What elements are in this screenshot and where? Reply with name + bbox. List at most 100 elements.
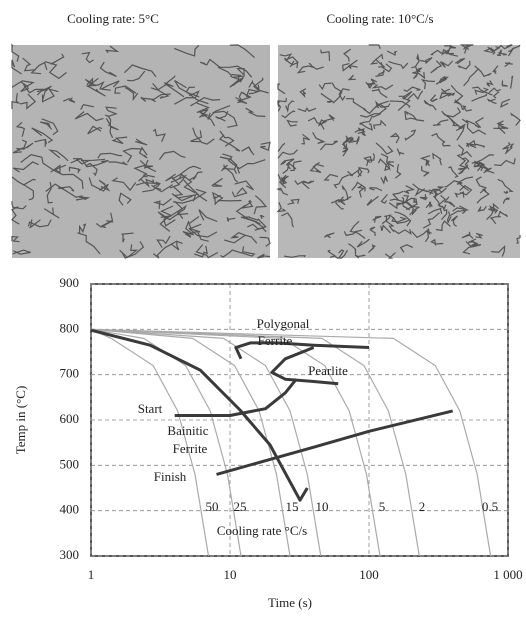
grain-boundary [20, 154, 54, 171]
grain-boundary [219, 130, 235, 147]
grain-boundary [441, 44, 452, 56]
grain-boundary [282, 161, 297, 174]
grain-boundary [170, 174, 188, 185]
grain-boundary [338, 249, 345, 259]
grain-boundary [499, 98, 511, 108]
grain-boundary [174, 44, 200, 57]
grain-boundary [198, 209, 218, 223]
grain-boundary [493, 125, 509, 130]
grain-boundary [140, 96, 155, 102]
grain-boundary [188, 171, 203, 181]
grain-boundary [403, 86, 421, 92]
grain-boundary [369, 53, 384, 65]
grain-boundary [312, 131, 326, 144]
cooling-curve [90, 328, 210, 557]
grain-boundary [468, 238, 481, 247]
grain-boundary [504, 62, 513, 68]
grain-boundary [241, 146, 255, 156]
grain-boundary [323, 173, 338, 181]
grain-boundary [465, 240, 478, 247]
grain-boundary [151, 93, 171, 103]
cooling-curve [90, 328, 242, 557]
grain-boundary [380, 224, 391, 234]
annotation: Bainitic [167, 423, 208, 438]
grain-boundary [391, 216, 408, 223]
grain-boundary [11, 235, 20, 243]
grain-boundary [492, 91, 500, 99]
grain-boundary [319, 140, 339, 151]
grain-boundary [253, 195, 268, 215]
grain-boundary [172, 186, 193, 202]
grain-boundary [459, 185, 473, 196]
grain-boundary [360, 113, 381, 118]
grain-boundary [46, 181, 53, 204]
grain-boundary [223, 164, 239, 183]
grain-boundary [301, 180, 312, 190]
grain-boundary [231, 187, 248, 198]
grain-boundary [218, 134, 241, 152]
grain-boundary [441, 107, 462, 118]
cooling-curve [90, 328, 492, 557]
grain-boundary [489, 216, 501, 225]
grain-boundary [257, 253, 271, 259]
grain-boundary [342, 136, 355, 149]
grain-boundary [235, 92, 251, 105]
grain-boundary [389, 132, 400, 144]
grain-boundary [496, 52, 502, 57]
grain-boundary [211, 177, 223, 187]
grain-boundary [477, 205, 487, 212]
grain-boundary [16, 142, 34, 151]
grain-boundary [260, 141, 271, 152]
grain-boundary [44, 61, 67, 80]
grain-boundary [454, 99, 464, 110]
x-tick-label: 100 [359, 567, 379, 582]
grain-boundary [357, 166, 363, 178]
grain-boundary [81, 158, 109, 168]
grain-boundary [318, 82, 332, 91]
grain-boundary [281, 212, 295, 228]
grain-boundary [75, 196, 91, 201]
grain-boundary [57, 186, 75, 192]
grain-boundary [22, 183, 35, 201]
grain-boundary [343, 48, 351, 62]
rate-label: 5 [379, 499, 386, 514]
grain-boundary [98, 179, 111, 192]
annotation: Finish [154, 469, 187, 484]
grain-boundary [212, 191, 224, 203]
grain-boundary [327, 249, 337, 258]
grain-boundary [372, 215, 382, 223]
grain-boundary [462, 243, 482, 255]
grain-boundary [366, 153, 376, 167]
grain-boundary [333, 174, 350, 189]
grain-boundary [359, 122, 373, 131]
grain-boundary [164, 75, 185, 98]
grain-boundary [380, 194, 388, 204]
grain-boundary [375, 100, 391, 108]
grain-boundary [461, 105, 472, 112]
grain-boundary [403, 185, 416, 195]
grain-boundary [492, 65, 499, 75]
grain-boundary [84, 77, 97, 87]
rate-label: 15 [286, 499, 299, 514]
grain-boundary [276, 202, 287, 213]
grain-boundary [356, 184, 366, 198]
grain-boundary [421, 166, 430, 177]
grain-boundary [348, 64, 358, 70]
grain-boundary [448, 166, 459, 178]
grain-boundary [367, 244, 376, 254]
grain-boundary [510, 75, 514, 89]
grain-boundary [276, 187, 289, 196]
grain-boundary [333, 249, 348, 259]
grain-boundary [457, 60, 471, 70]
rate-label: 50 [206, 499, 219, 514]
grain-boundary [323, 232, 335, 239]
grain-boundary [386, 50, 398, 56]
grain-boundary [439, 88, 450, 100]
grain-boundary [23, 85, 48, 94]
grain-boundary [368, 44, 381, 50]
grain-boundary [100, 212, 114, 229]
grain-boundary [143, 174, 155, 178]
grain-boundary [22, 57, 37, 72]
grain-boundary [389, 100, 411, 109]
grain-boundary [396, 148, 405, 157]
